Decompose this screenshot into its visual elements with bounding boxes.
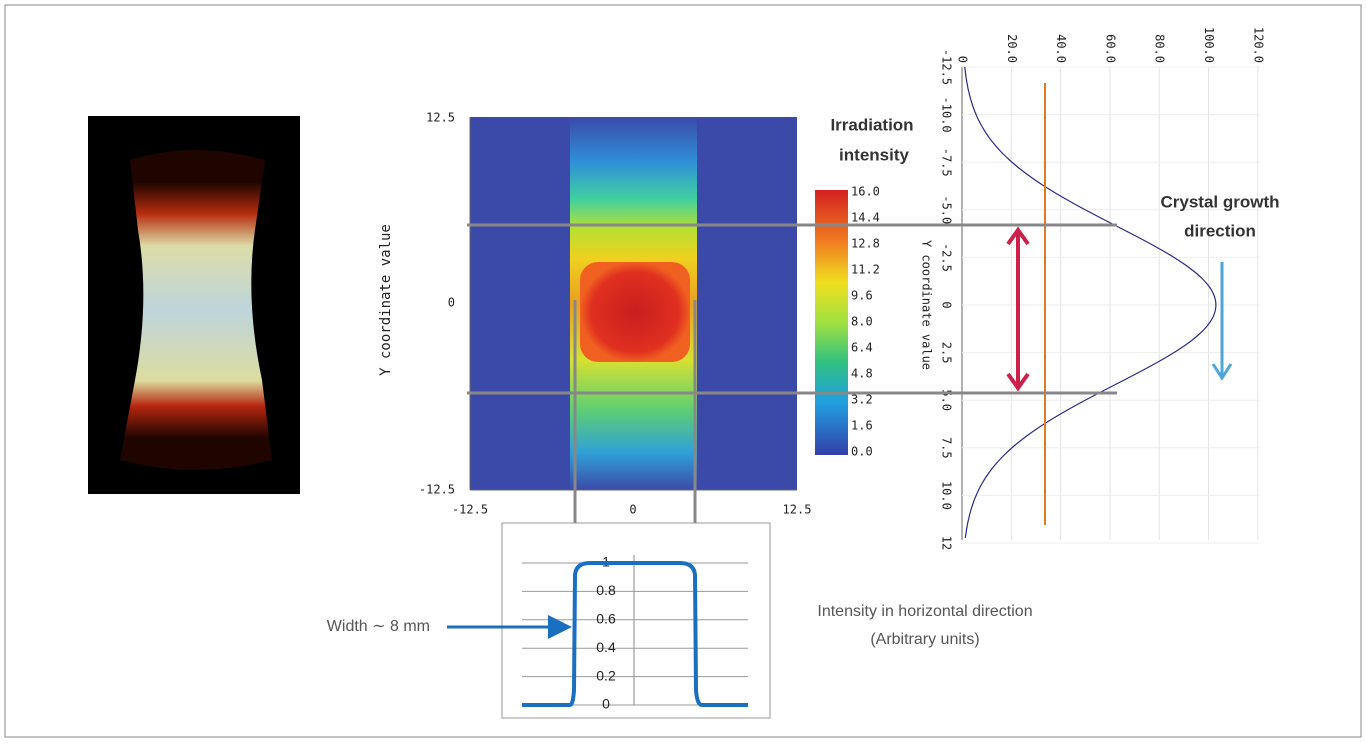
y-tick-label: 0.6	[596, 611, 616, 627]
colorbar-label: 12.8	[851, 237, 880, 251]
y-tick-label: -7.5	[940, 148, 954, 177]
growth-label: direction	[1184, 221, 1256, 240]
colorbar-title: intensity	[839, 145, 909, 164]
x-tick-label: 0	[956, 56, 970, 63]
x-tick-label: 20.0	[1005, 34, 1019, 63]
vertical-profile: 0 20.0 40.0 60.0 80.0 100.0 120.0 -12.5 -10.0 -7.…	[940, 27, 1266, 550]
caption: (Arbitrary units)	[870, 631, 979, 648]
colorbar-label: 16.0	[851, 185, 880, 199]
frame	[4, 4, 1362, 738]
y-tick-label: 0	[940, 301, 954, 308]
y-tick-label: -2.5	[940, 243, 954, 272]
width-arrow	[1006, 226, 1030, 392]
y-tick-label: 0.4	[596, 639, 616, 655]
colorbar-label: 14.4	[851, 211, 880, 225]
caption: Intensity in horizontal direction	[817, 603, 1032, 620]
x-tick-label: 100.0	[1202, 27, 1216, 63]
y-tick-label: 0	[448, 296, 455, 310]
y-tick-label: 10.0	[940, 481, 954, 510]
y-tick-label: -12.5	[940, 49, 954, 85]
x-tick-label: 60.0	[1103, 34, 1117, 63]
y-tick-label: 0	[602, 696, 610, 712]
y-axis-label: Y coordinate value	[378, 224, 394, 376]
y-tick-label: 7.5	[940, 437, 954, 459]
colorbar-label: 6.4	[851, 341, 873, 355]
y-tick-label: 12.5	[426, 111, 455, 125]
profile-curve	[522, 561, 748, 707]
x-tick-label: -12.5	[452, 503, 488, 517]
colorbar-label: 9.6	[851, 289, 873, 303]
colorbar-labels: 16.0 14.4 12.8 11.2 9.6 8.0 6.4 4.8 3.2 1.6 0.0	[851, 185, 880, 459]
y-axis-label: Y coordinate value	[920, 240, 934, 370]
colorbar-title: Irradiation	[830, 115, 913, 134]
profile-curve	[964, 66, 1217, 539]
profile-box	[501, 522, 771, 719]
growth-arrow	[1211, 262, 1233, 381]
colorbar-label: 11.2	[851, 263, 880, 277]
y-tick-label: 12	[940, 536, 954, 550]
colorbar-label: 0.0	[851, 445, 873, 459]
growth-label: Crystal growth	[1160, 192, 1279, 211]
colorbar-label: 8.0	[851, 315, 873, 329]
colorbar-label: 1.6	[851, 419, 873, 433]
y-tick-label: 5.0	[940, 389, 954, 411]
x-tick-label: 80.0	[1153, 34, 1167, 63]
y-tick-label: -10.0	[940, 97, 954, 133]
x-tick-label: 0	[629, 503, 636, 517]
y-tick-label: 2.5	[940, 342, 954, 364]
y-tick-label: -5.0	[940, 195, 954, 224]
x-tick-label: 120.0	[1251, 27, 1265, 63]
x-tick-label: 12.5	[783, 503, 812, 517]
heatmap-core	[580, 262, 690, 362]
colorbar	[815, 190, 848, 455]
x-tick-label: 40.0	[1054, 34, 1068, 63]
y-tick-label: 0.8	[596, 582, 616, 598]
y-tick-label: 0.2	[596, 667, 616, 683]
crystal-glow	[120, 150, 272, 470]
colorbar-label: 3.2	[851, 393, 873, 407]
width-label: Width ∼ 8 mm	[327, 618, 430, 635]
y-tick-label: -12.5	[419, 483, 455, 497]
colorbar-label: 4.8	[851, 367, 873, 381]
